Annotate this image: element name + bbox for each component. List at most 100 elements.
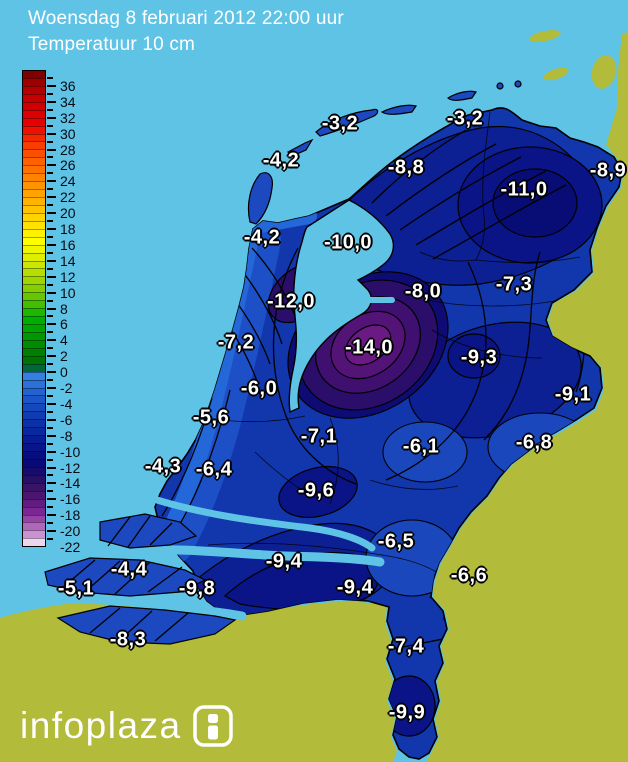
map-date-title: Woensdag 8 februari 2012 22:00 uur — [28, 8, 344, 29]
temperature-label: -7,1 — [300, 425, 338, 448]
legend-tick — [47, 434, 56, 437]
legend-color-segment — [23, 93, 45, 102]
legend-color-segment — [23, 538, 45, 547]
legend-tick — [47, 498, 56, 501]
river-channel — [123, 545, 385, 567]
legend-tick — [47, 251, 53, 254]
legend-tick — [47, 426, 53, 429]
legend-tick-label: 8 — [60, 300, 68, 317]
legend-color-segment — [23, 157, 45, 166]
legend-color-segment — [23, 117, 45, 126]
temperature-label: -7,2 — [217, 331, 255, 354]
legend-tick — [47, 394, 53, 397]
legend-tick — [47, 371, 56, 374]
temperature-label: -9,4 — [265, 550, 303, 573]
legend-tick — [47, 172, 53, 175]
legend-color-segment — [23, 252, 45, 261]
legend-tick — [47, 410, 53, 413]
legend-color-segment — [23, 331, 45, 340]
temperature-label: -8,8 — [387, 156, 425, 179]
legend-color-bar — [22, 70, 46, 547]
legend-color-segment — [23, 220, 45, 229]
temperature-label: -10,0 — [323, 231, 373, 254]
temperature-label: -9,9 — [388, 701, 426, 724]
legend-color-segment — [23, 276, 45, 285]
map-header: Woensdag 8 februari 2012 22:00 uur Tempe… — [28, 6, 344, 58]
temperature-label: -9,3 — [460, 346, 498, 369]
legend-color-segment — [23, 189, 45, 197]
legend-tick — [47, 307, 56, 310]
legend-tick — [47, 363, 53, 366]
legend-tick — [47, 116, 56, 119]
temperature-label: -6,1 — [402, 435, 440, 458]
legend-tick-label: -6 — [60, 411, 73, 428]
temperature-label: -11,0 — [500, 178, 548, 201]
river-channel — [153, 496, 376, 552]
temperature-label: -8,0 — [404, 280, 442, 303]
legend-color-segment — [23, 379, 45, 388]
temperature-label: -9,1 — [554, 383, 592, 406]
legend-tick-label: 10 — [60, 284, 76, 301]
legend-color-segment — [23, 77, 45, 86]
infoplaza-icon — [192, 705, 233, 747]
legend-color-segment — [23, 530, 45, 539]
temperature-label: -6,5 — [377, 530, 415, 553]
legend-color-segment — [23, 125, 45, 134]
legend-tick — [47, 196, 56, 199]
legend-tick — [47, 243, 56, 246]
legend-tick — [47, 418, 56, 421]
legend-color-segment — [23, 204, 45, 213]
legend-color-segment — [23, 371, 45, 380]
wadden-islands — [247, 80, 522, 225]
temperature-label: -8,9 — [589, 159, 627, 182]
legend-color-segment — [23, 316, 45, 324]
legend-tick — [47, 228, 56, 230]
legend-tick-label: -16 — [60, 491, 81, 508]
legend-tick-label: -8 — [60, 427, 73, 444]
temperature-label: -4,4 — [110, 558, 148, 581]
ijsselmeer-lake — [288, 199, 395, 414]
temperature-label: -6,6 — [450, 564, 488, 587]
legend-tick — [47, 458, 53, 461]
legend-tick — [47, 164, 56, 167]
legend-tick — [47, 132, 56, 135]
legend-color-segment — [23, 133, 45, 142]
legend-color-segment — [23, 228, 45, 237]
legend-color-segment — [23, 466, 45, 475]
legend-tick — [47, 156, 53, 159]
legend-tick-label: 24 — [60, 173, 76, 190]
legend-tick — [47, 522, 53, 525]
infoplaza-logo: infoplaza — [20, 704, 234, 748]
temperature-label: -5,1 — [57, 577, 95, 600]
legend-color-segment — [23, 490, 45, 499]
german-island — [591, 55, 617, 89]
legend-color-segment — [23, 292, 45, 301]
legend-tick — [47, 355, 56, 358]
legend-color-segment — [23, 101, 45, 110]
legend-color-segment — [23, 474, 45, 483]
legend-color-segment — [23, 324, 45, 332]
legend-color-segment — [23, 268, 45, 277]
legend-color-segment — [23, 173, 45, 182]
legend-tick — [47, 212, 56, 215]
legend-tick-label: 26 — [60, 157, 76, 174]
legend-tick — [47, 347, 53, 350]
legend-color-segment — [23, 451, 45, 459]
temperature-label: -7,3 — [495, 273, 533, 296]
legend-color-segment — [23, 506, 45, 515]
legend-tick — [47, 76, 53, 79]
legend-color-segment — [23, 403, 45, 412]
legend-tick — [47, 188, 53, 191]
legend-tick — [47, 100, 56, 103]
temperature-label: -14,0 — [344, 336, 394, 359]
legend-tick-label: -2 — [60, 380, 73, 396]
legend-tick-label: 20 — [60, 205, 76, 222]
legend-tick-label: 28 — [60, 141, 76, 158]
temperature-label: -9,6 — [297, 479, 335, 502]
legend-tick-label: 32 — [60, 109, 76, 126]
temperature-label: -6,8 — [515, 431, 553, 454]
legend-tick — [47, 506, 53, 509]
legend-tick — [47, 530, 56, 533]
legend-tick — [47, 379, 53, 382]
